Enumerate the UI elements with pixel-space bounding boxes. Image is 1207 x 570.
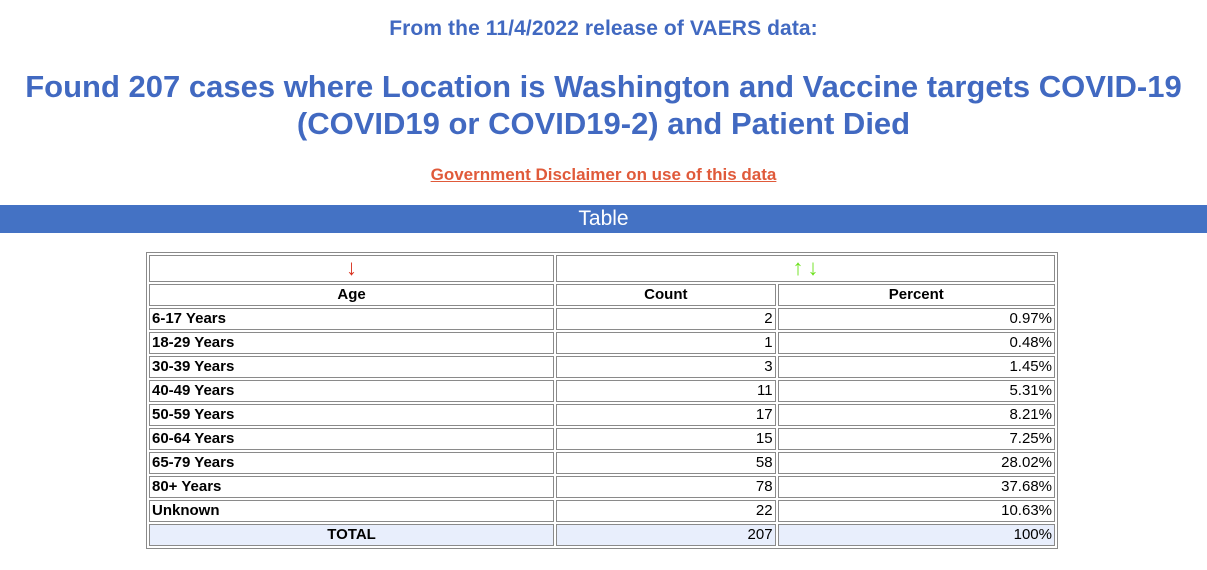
count-cell: 22 — [556, 500, 776, 522]
count-cell: 15 — [556, 428, 776, 450]
percent-cell: 8.21% — [777, 404, 1055, 426]
down-arrow-icon[interactable]: ↓ — [807, 255, 819, 280]
disclaimer-link[interactable]: Government Disclaimer on use of this dat… — [430, 165, 777, 184]
age-cell: 50-59 Years — [149, 404, 555, 426]
column-header-count: Count — [556, 284, 776, 306]
table-header-row: Age Count Percent — [149, 284, 1055, 306]
column-header-age: Age — [149, 284, 555, 306]
page-title: Found 207 cases where Location is Washin… — [0, 68, 1207, 142]
count-cell: 78 — [556, 476, 776, 498]
count-sort-cell: ↑ ↓ — [556, 255, 1055, 282]
table-section-bar: Table — [0, 205, 1207, 233]
sort-controls-row: ↓ ↑ ↓ — [149, 255, 1055, 282]
percent-cell: 28.02% — [777, 452, 1055, 474]
age-cell: 80+ Years — [149, 476, 555, 498]
age-cell: 6-17 Years — [149, 308, 555, 330]
table-section-label: Table — [578, 207, 629, 230]
count-cell: 1 — [556, 332, 776, 354]
count-cell: 17 — [556, 404, 776, 426]
age-cell: 65-79 Years — [149, 452, 555, 474]
age-cell: 40-49 Years — [149, 380, 555, 402]
results-table: ↓ ↑ ↓ Age Count Percent 6-17 Years 2 0.97… — [146, 252, 1058, 549]
percent-cell: 0.97% — [777, 308, 1055, 330]
count-cell: 3 — [556, 356, 776, 378]
disclaimer: Government Disclaimer on use of this dat… — [0, 165, 1207, 185]
table-row: 80+ Years 78 37.68% — [149, 476, 1055, 498]
age-cell: 18-29 Years — [149, 332, 555, 354]
page-title-line-1: Found 207 cases where Location is Washin… — [25, 69, 1182, 104]
count-cell: 2 — [556, 308, 776, 330]
age-cell: 30-39 Years — [149, 356, 555, 378]
percent-cell: 0.48% — [777, 332, 1055, 354]
percent-cell: 7.25% — [777, 428, 1055, 450]
table-row: 18-29 Years 1 0.48% — [149, 332, 1055, 354]
age-sort-cell: ↓ — [149, 255, 555, 282]
page-title-line-2: (COVID19 or COVID19-2) and Patient Died — [296, 106, 911, 141]
age-cell: 60-64 Years — [149, 428, 555, 450]
total-percent: 100% — [777, 524, 1055, 546]
up-arrow-icon[interactable]: ↑ — [792, 255, 804, 280]
total-count: 207 — [556, 524, 776, 546]
count-cell: 11 — [556, 380, 776, 402]
age-cell: Unknown — [149, 500, 555, 522]
total-row: TOTAL 207 100% — [149, 524, 1055, 546]
percent-cell: 10.63% — [777, 500, 1055, 522]
count-cell: 58 — [556, 452, 776, 474]
table-row: 50-59 Years 17 8.21% — [149, 404, 1055, 426]
column-header-percent: Percent — [777, 284, 1055, 306]
table-row: Unknown 22 10.63% — [149, 500, 1055, 522]
table-row: 65-79 Years 58 28.02% — [149, 452, 1055, 474]
table-row: 6-17 Years 2 0.97% — [149, 308, 1055, 330]
table-row: 30-39 Years 3 1.45% — [149, 356, 1055, 378]
table-row: 40-49 Years 11 5.31% — [149, 380, 1055, 402]
table-row: 60-64 Years 15 7.25% — [149, 428, 1055, 450]
percent-cell: 5.31% — [777, 380, 1055, 402]
percent-cell: 37.68% — [777, 476, 1055, 498]
total-label: TOTAL — [149, 524, 555, 546]
down-arrow-icon[interactable]: ↓ — [346, 255, 358, 280]
percent-cell: 1.45% — [777, 356, 1055, 378]
release-line: From the 11/4/2022 release of VAERS data… — [389, 17, 818, 40]
